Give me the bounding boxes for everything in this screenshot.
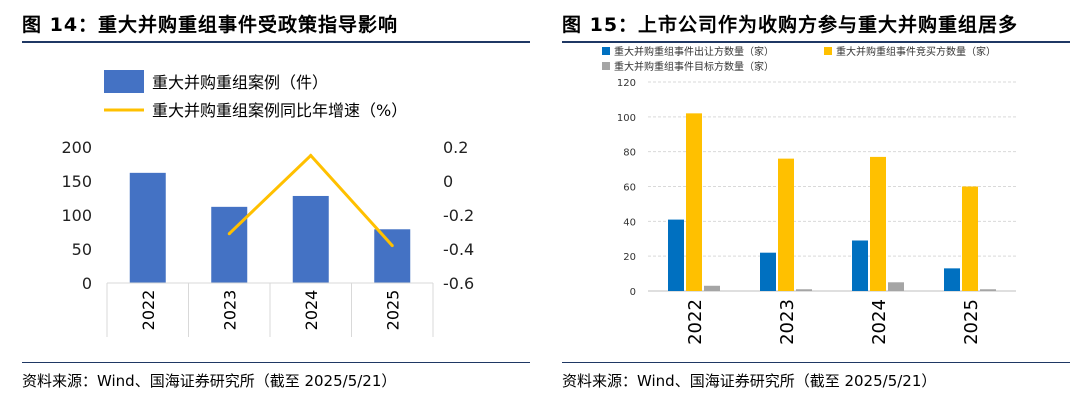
figure-14-title: 图 14：重大并购重组事件受政策指导影响 [22,14,399,36]
legend-label-2: 重大并购重组事件目标方数量（家） [614,60,774,73]
x-tick-label: 2025 [961,299,982,345]
bar-2025 [374,229,411,283]
y-tick-label: 0 [630,287,636,298]
y-tick-label: 100 [617,113,636,124]
bar-2025-1 [962,186,978,291]
legend-label-1: 重大并购重组事件竞买方数量（家） [836,45,996,58]
y2-tick-label: -0.4 [443,240,474,259]
source-rule [22,362,530,363]
bar-2023-1 [778,158,794,291]
y2-tick-label: 0.2 [443,138,468,157]
bar-2024 [292,195,329,283]
bar-2023-0 [760,252,776,291]
y-tick-label: 150 [61,172,92,191]
legend-swatch-0 [602,47,610,55]
x-tick-label: 2025 [383,290,402,331]
growth-point-2023 [227,232,231,236]
y-tick-label: 120 [617,78,636,89]
x-tick-label: 2023 [220,290,239,331]
title-rule [22,41,530,43]
figure-14-chart: 重大并购重组案例（件） 重大并购重组案例同比年增速（%） 0 50 100 150 200 0… [61,70,474,337]
legend-swatch-1 [824,47,832,55]
figure-15-chart: 重大并购重组事件出让方数量（家） 重大并购重组事件竞买方数量（家） 重大并购重组事件… [602,45,1016,345]
y-tick-label: 50 [72,240,92,259]
bar-2022-2 [704,285,720,291]
y2-tick-label: -0.2 [443,206,474,225]
growth-point-2025 [390,244,394,248]
legend-label-bar: 重大并购重组案例（件） [152,73,328,92]
y2-tick-label: -0.6 [443,274,474,293]
bar-2025-2 [980,289,996,291]
bar-2024-0 [852,240,868,291]
y-tick-label: 80 [623,148,636,159]
y-tick-label: 100 [61,206,92,225]
x-tick-label: 2024 [302,290,321,331]
bar-2022 [129,172,166,283]
title-rule [562,41,1070,43]
bar-2025-0 [944,268,960,291]
bar-2024-2 [888,282,904,291]
y-tick-label: 0 [82,274,92,293]
y-tick-label: 20 [623,252,636,263]
y-tick-label: 60 [623,183,636,194]
growth-point-2024 [309,154,313,157]
figure-15-source: 资料来源：Wind、国海证券研究所（截至 2025/5/21） [562,372,937,390]
y-tick-label: 200 [61,138,92,157]
figure-14-source: 资料来源：Wind、国海证券研究所（截至 2025/5/21） [22,372,397,390]
figure-15-panel: 图 15：上市公司作为收购方参与重大并购重组居多 重大并购重组事件出让方数量（家… [540,0,1080,406]
x-tick-label: 2022 [139,290,158,331]
legend-label-line: 重大并购重组案例同比年增速（%） [152,101,407,120]
legend-swatch-bar [104,70,144,93]
x-tick-label: 2023 [777,299,798,345]
y-tick-label: 40 [623,217,636,228]
x-tick-label: 2024 [869,299,890,345]
figure-14-panel: 图 14：重大并购重组事件受政策指导影响 重大并购重组案例（件） 重大并购重组案例… [22,14,530,390]
x-tick-label: 2022 [685,299,706,345]
bar-2022-0 [668,219,684,291]
figure-15-title: 图 15：上市公司作为收购方参与重大并购重组居多 [562,14,1019,36]
bar-2023-2 [796,289,812,291]
y2-tick-label: 0 [443,172,453,191]
legend-label-0: 重大并购重组事件出让方数量（家） [614,45,774,58]
legend-swatch-2 [602,62,610,70]
bar-2023 [211,206,248,283]
source-rule [562,362,1070,363]
bar-2024-1 [870,156,886,291]
bar-2022-1 [686,113,702,291]
